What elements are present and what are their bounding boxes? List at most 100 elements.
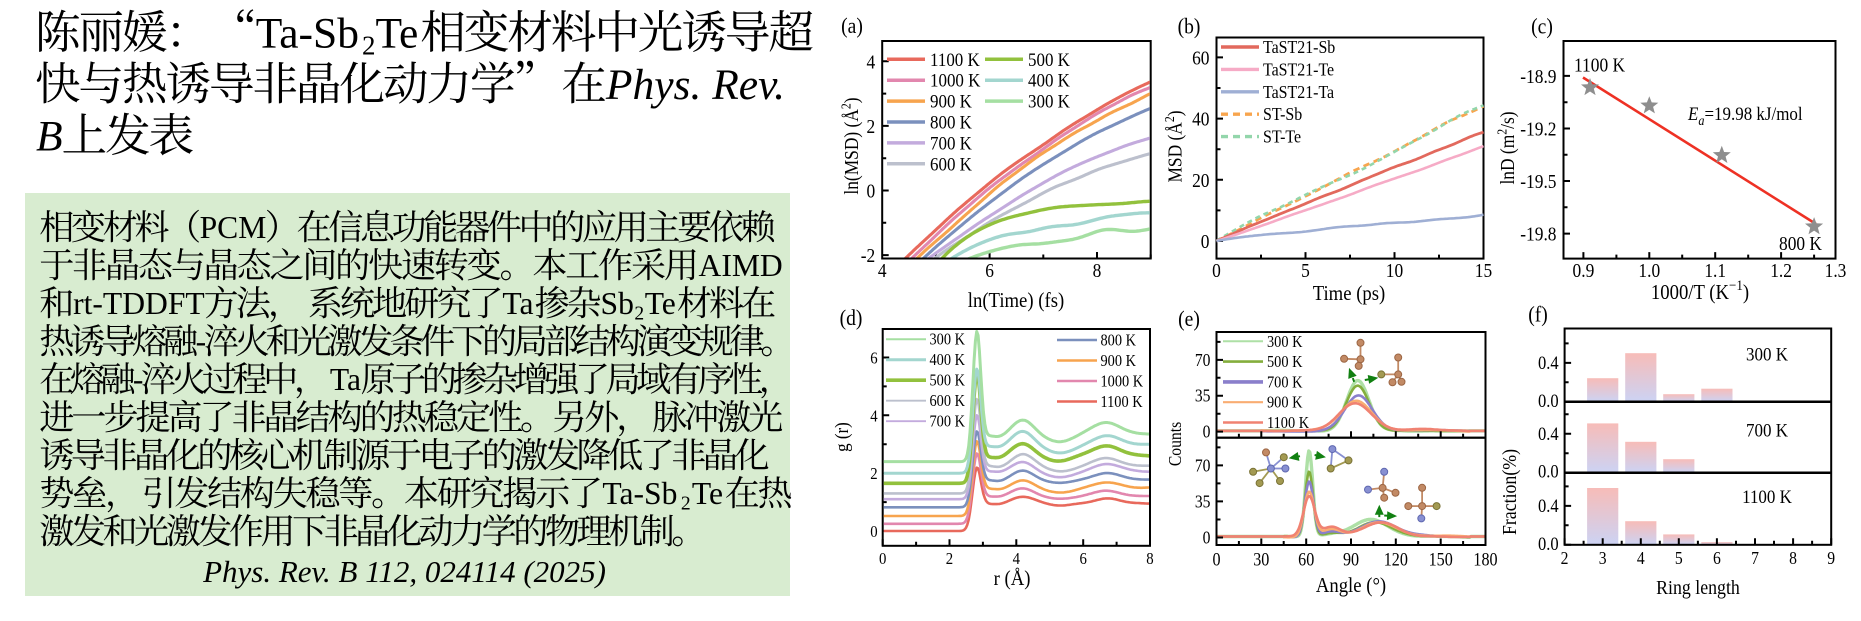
svg-text:Ta: Ta [330, 362, 361, 397]
svg-text:4: 4 [1637, 548, 1645, 568]
svg-text:700 K: 700 K [1267, 374, 1302, 392]
svg-text:6: 6 [985, 260, 994, 282]
svg-text:ST-Sb: ST-Sb [1263, 104, 1302, 124]
svg-text:PCM: PCM [200, 210, 267, 245]
svg-text:5: 5 [1301, 260, 1310, 282]
svg-text:120: 120 [1384, 549, 1408, 569]
svg-text:-18.9: -18.9 [1520, 66, 1556, 88]
svg-text:1100 K: 1100 K [930, 49, 980, 70]
svg-text:400 K: 400 K [930, 351, 965, 369]
svg-text:(b): (b) [1178, 13, 1201, 39]
svg-text:Ea=19.98 kJ/mol: Ea=19.98 kJ/mol [1687, 103, 1803, 128]
svg-text:2: 2 [1561, 548, 1569, 568]
svg-text:Te: Te [645, 286, 676, 321]
svg-text:1.2: 1.2 [1770, 260, 1792, 282]
svg-text:0: 0 [866, 180, 875, 202]
svg-text:-19.5: -19.5 [1520, 171, 1556, 193]
svg-text:300 K: 300 K [930, 331, 965, 349]
svg-text:Counts: Counts [1165, 422, 1185, 466]
svg-text:2: 2 [866, 116, 875, 138]
svg-text:Te: Te [692, 476, 723, 511]
svg-text:8: 8 [1093, 260, 1102, 282]
svg-text:-19.2: -19.2 [1520, 118, 1556, 140]
svg-text:0.0: 0.0 [1538, 390, 1559, 411]
svg-text:-19.8: -19.8 [1520, 224, 1556, 246]
svg-text:(d): (d) [840, 305, 863, 331]
svg-text:(f): (f) [1528, 301, 1548, 327]
svg-text:4: 4 [866, 51, 875, 73]
svg-text:TaST21-Sb: TaST21-Sb [1263, 37, 1335, 57]
svg-text:-: - [196, 324, 207, 359]
svg-text:1.1: 1.1 [1704, 260, 1726, 282]
svg-text:0: 0 [1201, 231, 1210, 253]
svg-text:4: 4 [870, 407, 877, 425]
svg-text:1.0: 1.0 [1638, 260, 1660, 282]
svg-text:0: 0 [1212, 260, 1221, 282]
svg-text:4: 4 [878, 260, 887, 282]
svg-text:ln(MSD) (Å2): ln(MSD) (Å2) [839, 97, 864, 194]
svg-text:Te: Te [376, 10, 419, 58]
svg-text:0: 0 [870, 523, 877, 541]
svg-text:1100 K: 1100 K [1267, 414, 1309, 432]
svg-text:0.0: 0.0 [1538, 461, 1559, 482]
svg-text:700 K: 700 K [930, 413, 965, 431]
svg-text:700 K: 700 K [930, 132, 972, 153]
svg-text:AIMD: AIMD [699, 248, 783, 283]
svg-text:1100 K: 1100 K [1574, 54, 1625, 76]
svg-text:150: 150 [1429, 549, 1453, 569]
svg-text:500 K: 500 K [1028, 49, 1070, 70]
svg-text:40: 40 [1192, 109, 1209, 131]
svg-text:0.9: 0.9 [1573, 260, 1595, 282]
svg-text:(a): (a) [841, 13, 863, 39]
svg-text:300 K: 300 K [1267, 333, 1302, 351]
svg-text:70: 70 [1195, 455, 1211, 475]
svg-text:0.0: 0.0 [1538, 533, 1559, 554]
svg-text:6: 6 [870, 350, 877, 368]
svg-text:rt-TDDFT: rt-TDDFT [73, 286, 205, 321]
svg-text:ln(Time) (fs): ln(Time) (fs) [968, 289, 1064, 312]
svg-text:2: 2 [946, 550, 953, 568]
svg-text:4: 4 [1013, 550, 1020, 568]
svg-text:300 K: 300 K [1028, 91, 1070, 112]
svg-text:600 K: 600 K [930, 392, 965, 410]
svg-text:Ring length: Ring length [1656, 577, 1740, 599]
svg-text:60: 60 [1192, 47, 1209, 69]
svg-text:6: 6 [1080, 550, 1087, 568]
svg-text:35: 35 [1195, 386, 1211, 406]
svg-text:TaST21-Ta: TaST21-Ta [1263, 82, 1334, 102]
svg-text:1000 K: 1000 K [930, 70, 980, 91]
svg-text:Ta: Ta [502, 286, 533, 321]
svg-text:-2: -2 [861, 245, 875, 267]
svg-text:B: B [36, 113, 63, 161]
svg-text:Phys. Rev. B 112, 024114 (2025: Phys. Rev. B 112, 024114 (2025) [202, 554, 606, 589]
svg-text:800 K: 800 K [1779, 233, 1822, 255]
svg-text:180: 180 [1473, 549, 1497, 569]
svg-text:ST-Te: ST-Te [1263, 127, 1301, 147]
svg-text:0: 0 [879, 550, 886, 568]
svg-text:1000 K: 1000 K [1101, 373, 1144, 391]
svg-text:Time (ps): Time (ps) [1313, 282, 1386, 305]
svg-text:900 K: 900 K [930, 91, 972, 112]
svg-text:3: 3 [1599, 548, 1607, 568]
svg-text:8: 8 [1789, 548, 1797, 568]
svg-text:60: 60 [1298, 549, 1314, 569]
svg-text:r (Å): r (Å) [994, 567, 1031, 590]
svg-text:1100 K: 1100 K [1742, 486, 1792, 507]
svg-text:2: 2 [362, 31, 376, 61]
svg-text:Phys. Rev.: Phys. Rev. [605, 61, 785, 109]
svg-text:70: 70 [1195, 350, 1211, 370]
svg-text:10: 10 [1386, 260, 1403, 282]
svg-text:2: 2 [870, 465, 877, 483]
svg-text:15: 15 [1475, 260, 1492, 282]
svg-text:600 K: 600 K [930, 153, 972, 174]
svg-text:(c): (c) [1531, 13, 1553, 39]
svg-text:500 K: 500 K [1267, 353, 1302, 371]
svg-text:800 K: 800 K [1101, 332, 1136, 350]
svg-text:800 K: 800 K [930, 111, 972, 132]
svg-text:2: 2 [681, 493, 691, 514]
svg-text:500 K: 500 K [930, 372, 965, 390]
svg-text:Ta-Sb: Ta-Sb [602, 476, 677, 511]
svg-text:30: 30 [1253, 549, 1269, 569]
svg-text:35: 35 [1195, 491, 1211, 511]
svg-text:0.4: 0.4 [1538, 352, 1559, 373]
